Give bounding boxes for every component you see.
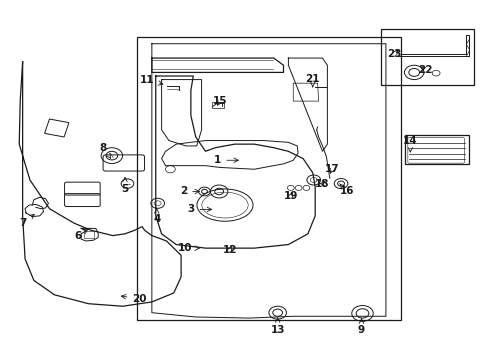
Text: 21: 21 (305, 74, 319, 87)
Text: 8: 8 (99, 143, 110, 158)
Text: 23: 23 (386, 49, 401, 59)
Text: 9: 9 (357, 319, 365, 335)
Text: 4: 4 (153, 208, 160, 224)
Text: 15: 15 (212, 96, 227, 106)
Text: 3: 3 (187, 204, 211, 215)
Text: 12: 12 (222, 245, 237, 255)
Text: 20: 20 (121, 294, 146, 304)
Text: 14: 14 (402, 136, 417, 152)
Text: 17: 17 (325, 164, 339, 174)
Text: 18: 18 (315, 179, 329, 189)
Text: 1: 1 (214, 155, 238, 165)
Text: 11: 11 (140, 75, 163, 85)
Text: 13: 13 (270, 318, 285, 335)
Text: 2: 2 (180, 186, 199, 197)
Text: 22: 22 (417, 64, 431, 75)
Text: 6: 6 (74, 229, 87, 240)
Text: 10: 10 (178, 243, 199, 253)
Text: 7: 7 (19, 215, 34, 228)
Text: 16: 16 (339, 184, 353, 197)
Text: 19: 19 (283, 191, 297, 201)
Text: 5: 5 (121, 177, 128, 194)
